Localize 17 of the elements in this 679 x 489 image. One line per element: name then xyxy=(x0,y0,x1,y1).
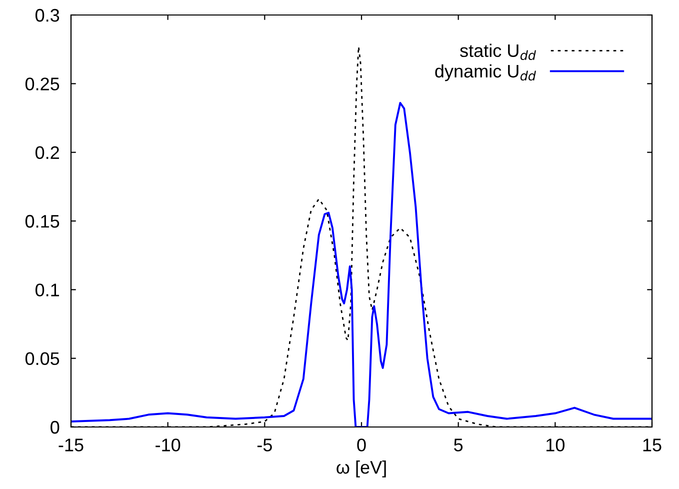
legend-label: dynamic U$_{dd}$ xyxy=(435,64,536,82)
y-tick-label: 0.25 xyxy=(25,78,60,90)
x-tick-label: 5 xyxy=(454,438,463,452)
legend-label: static U$_{dd}$ xyxy=(460,44,536,60)
x-axis-title: ω [eV] xyxy=(336,460,386,478)
y-tick-label: 0.05 xyxy=(25,352,60,366)
y-tick-label: 0.15 xyxy=(25,214,60,228)
x-tick-label: -10 xyxy=(156,438,180,452)
x-tick-label: -5 xyxy=(257,438,272,452)
y-tick-label: 0.3 xyxy=(35,8,60,22)
y-tick-label: 0.2 xyxy=(35,146,59,160)
x-tick-label: -15 xyxy=(58,438,84,452)
y-tick-label: 0.1 xyxy=(35,284,60,296)
x-tick-label: 0 xyxy=(357,438,366,452)
x-tick-label: 10 xyxy=(546,438,565,452)
x-tick-label: 15 xyxy=(643,438,662,452)
y-tick-label: 0 xyxy=(50,420,60,434)
